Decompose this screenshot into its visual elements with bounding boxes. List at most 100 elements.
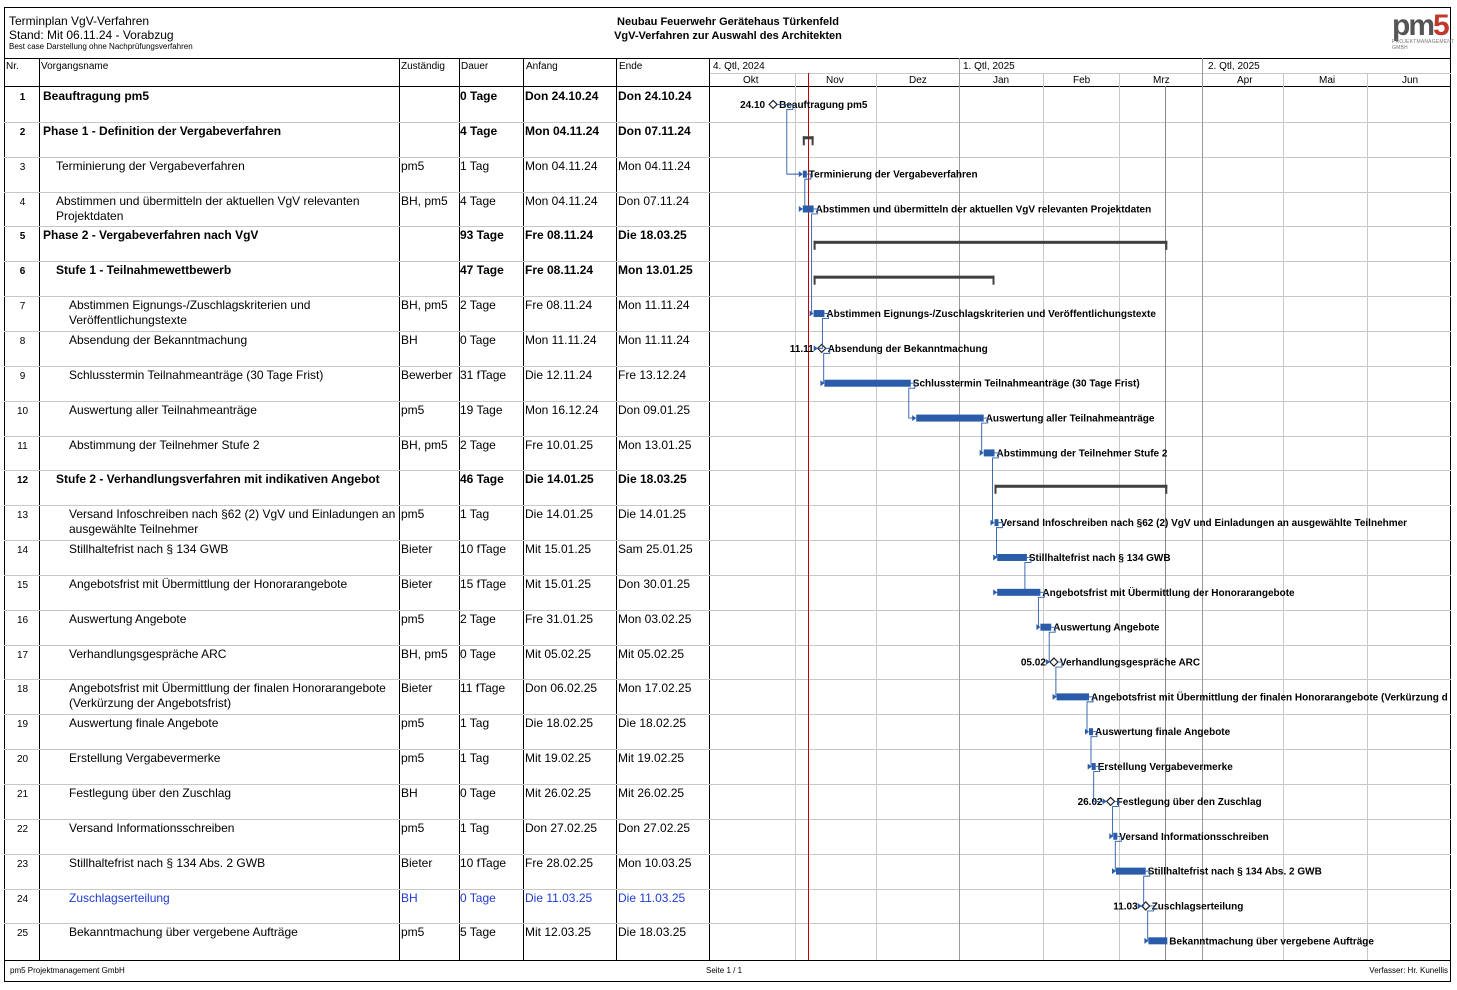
table-row[interactable]: 2 Phase 1 - Definition der Vergabeverfahr… xyxy=(5,122,709,157)
table-row[interactable]: 9 Schlusstermin Teilnahmeanträge (30 Tage… xyxy=(5,366,709,401)
dependency-link xyxy=(1046,626,1056,663)
task-end: Mon 17.02.25 xyxy=(618,681,692,696)
task-bar xyxy=(1056,693,1089,701)
task-bar-label: Auswertung Angebote xyxy=(1053,623,1160,634)
row-divider xyxy=(4,784,1451,785)
table-gantt-divider xyxy=(709,58,710,960)
table-row[interactable]: 11 Abstimmung der Teilnehmer Stufe 2 BH, p… xyxy=(5,436,709,471)
task-bar-label: Absendung der Bekanntmachung xyxy=(828,344,988,355)
task-nr: 17 xyxy=(16,649,29,661)
row-divider xyxy=(4,470,1451,472)
summary-bar-end xyxy=(1165,484,1168,494)
task-name: Schlusstermin Teilnahmeanträge (30 Tage … xyxy=(69,367,324,382)
footer-company: pm5 Projektmanagement GmbH xyxy=(10,966,125,975)
col-header-dur[interactable]: Dauer xyxy=(461,61,489,72)
task-start: Die 11.03.25 xyxy=(525,890,593,905)
table-row[interactable]: 12 Stufe 2 - Verhandlungsverfahren mit in… xyxy=(5,470,709,505)
task-bar-label: Schlusstermin Teilnahmeanträge (30 Tage … xyxy=(913,379,1140,390)
task-duration: 1 Tag xyxy=(460,507,490,522)
task-bar xyxy=(997,553,1027,561)
table-row[interactable]: 14 Stillhaltefrist nach § 134 GWB Bieter 10… xyxy=(5,540,709,575)
task-resp: Bieter xyxy=(401,681,433,696)
table-row[interactable]: 23 Stillhaltefrist nach § 134 Abs. 2 GWB B… xyxy=(5,854,709,889)
summary-bar-end xyxy=(994,484,997,494)
month-label: Dez xyxy=(909,75,927,86)
month-label: Okt xyxy=(743,75,759,86)
task-resp: pm5 xyxy=(401,820,425,835)
task-nr: 21 xyxy=(16,789,29,800)
task-nr: 12 xyxy=(16,475,29,487)
page-frame xyxy=(4,7,1451,982)
table-row[interactable]: 19 Auswertung finale Angebote pm5 1 Tag Die … xyxy=(5,714,709,749)
table-row[interactable]: 7 Abstimmen Eignungs-/Zuschlagskriterien … xyxy=(5,296,709,331)
table-row[interactable]: 5 Phase 2 - Vergabeverfahren nach VgV 93 T… xyxy=(5,226,709,261)
task-nr: 14 xyxy=(16,545,29,557)
table-row[interactable]: 1 Beauftragung pm5 0 Tage Don 24.10.24 Don 2… xyxy=(5,87,709,122)
col-header-name[interactable]: Vorgangsname xyxy=(41,61,109,72)
dependency-arrow xyxy=(809,310,814,317)
col-header-resp[interactable]: Zuständig xyxy=(401,61,445,72)
table-row[interactable]: 10 Auswertung aller Teilnahmeanträge pm5 19… xyxy=(5,401,709,436)
row-divider xyxy=(4,156,1451,158)
task-bar-label: Festlegung über den Zuschlag xyxy=(1117,797,1262,808)
row-divider xyxy=(4,330,1451,332)
task-name: Bekanntmachung über vergebene Aufträge xyxy=(69,925,298,940)
table-row[interactable]: 24 Zuschlagserteilung BH 0 Tage Die 11.03.25… xyxy=(5,889,709,924)
task-nr: 2 xyxy=(19,126,26,138)
table-row[interactable]: 4 Abstimmen und übermitteln der aktuellen… xyxy=(5,192,709,227)
task-bar xyxy=(916,414,984,422)
dependency-arrow xyxy=(1087,763,1092,770)
task-duration: 0 Tage xyxy=(460,332,496,347)
table-row[interactable]: 15 Angebotsfrist mit Übermittlung der Hon… xyxy=(5,575,709,610)
col-divider xyxy=(39,58,40,960)
month-label: Mai xyxy=(1319,75,1336,86)
task-duration: 4 Tage xyxy=(460,123,498,138)
milestone-date-label: 26.02 xyxy=(1078,797,1103,808)
summary-bar-end xyxy=(811,136,814,146)
table-row[interactable]: 18 Angebotsfrist mit Übermittlung der fin… xyxy=(5,679,709,714)
task-start: Mon 04.11.24 xyxy=(525,193,598,208)
task-duration: 93 Tage xyxy=(460,228,504,243)
task-end: Don 27.02.25 xyxy=(618,820,691,835)
table-row[interactable]: 22 Versand Informationsschreiben pm5 1 Tag D… xyxy=(5,819,709,854)
task-bar xyxy=(802,205,814,213)
dependency-arrow xyxy=(1045,659,1050,666)
table-row[interactable]: 25 Bekanntmachung über vergebene Aufträge… xyxy=(5,923,709,958)
dependency-arrow xyxy=(979,449,984,456)
task-end: Sam 25.01.25 xyxy=(618,542,693,557)
task-start: Die 18.02.25 xyxy=(525,716,594,731)
table-row[interactable]: 21 Festlegung über den Zuschlag BH 0 Tage Mi… xyxy=(5,784,709,819)
row-divider xyxy=(4,121,1451,123)
quarter-label: 2. Qtl, 2025 xyxy=(1208,61,1260,72)
task-name: Verhandlungsgespräche ARC xyxy=(69,646,227,661)
task-bar xyxy=(1148,937,1168,945)
task-bar-label: Beauftragung pm5 xyxy=(779,100,868,111)
col-header-nr[interactable]: Nr. xyxy=(6,61,19,72)
task-duration: 1 Tag xyxy=(460,751,490,766)
dependency-link xyxy=(814,313,829,349)
table-row[interactable]: 6 Stufe 1 - Teilnahmewettbewerb 47 Tage Fre… xyxy=(5,261,709,296)
logo-subtitle: PROJEKTMANAGEMENT GMBH xyxy=(1392,39,1455,51)
task-end: Don 24.10.24 xyxy=(618,89,692,103)
task-name: Angebotsfrist mit Übermittlung der Honor… xyxy=(69,576,348,591)
milestone-date-label: 11.03 xyxy=(1113,901,1138,912)
row-divider xyxy=(4,923,1451,925)
col-header-start[interactable]: Anfang xyxy=(526,61,558,72)
table-row[interactable]: 13 Versand Infoschreiben nach §62 (2) VgV… xyxy=(5,505,709,540)
row-divider xyxy=(4,574,1451,576)
table-row[interactable]: 8 Absendung der Bekanntmachung BH 0 Tage Mon… xyxy=(5,331,709,366)
task-start: Mit 19.02.25 xyxy=(525,751,592,766)
task-nr: 3 xyxy=(19,161,26,173)
table-row[interactable]: 3 Terminierung der Vergabeverfahren pm5 1 T… xyxy=(5,157,709,192)
table-row[interactable]: 16 Auswertung Angebote pm5 2 Tage Fre 31.01.… xyxy=(5,610,709,645)
task-bar xyxy=(1116,867,1146,875)
table-row[interactable]: 17 Verhandlungsgespräche ARC BH, pm5 0 Tage… xyxy=(5,645,709,680)
task-resp: pm5 xyxy=(401,507,425,522)
summary-bar-end xyxy=(813,275,816,285)
col-header-end[interactable]: Ende xyxy=(619,61,643,72)
table-row[interactable]: 20 Erstellung Vergabevermerke pm5 1 Tag Mit … xyxy=(5,749,709,784)
task-bar-label: Bekanntmachung über vergebene Aufträge xyxy=(1169,936,1374,947)
task-nr: 19 xyxy=(16,719,29,731)
project-subtitle: VgV-Verfahren zur Auswahl des Architekte… xyxy=(614,30,842,42)
plan-note: Best case Darstellung ohne Nachprüfungsv… xyxy=(9,42,193,51)
